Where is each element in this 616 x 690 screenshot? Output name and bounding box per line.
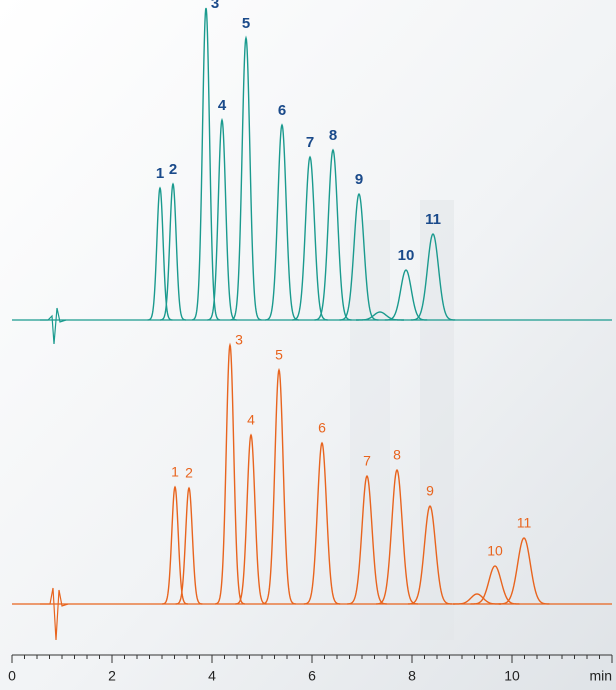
x-tick-label: 0	[8, 668, 16, 684]
peak-label: 10	[398, 247, 415, 264]
peak-label: 2	[185, 465, 193, 481]
peak-label: 5	[242, 15, 250, 32]
peak	[384, 269, 428, 321]
peak-label: 4	[218, 97, 227, 114]
peak-label: 8	[393, 447, 401, 463]
peak	[292, 155, 328, 321]
peak-label: 7	[363, 453, 371, 469]
background-shape	[350, 220, 390, 640]
peak	[262, 367, 296, 605]
peak-label: 2	[169, 161, 177, 178]
peak	[147, 186, 173, 321]
x-tick-label: 10	[504, 668, 520, 684]
x-tick-label: min	[589, 668, 612, 684]
peak-label: 7	[306, 134, 314, 151]
peak	[453, 593, 501, 605]
peak	[207, 117, 237, 321]
background-shape	[420, 200, 454, 640]
peak	[230, 35, 262, 321]
peak-label: 6	[318, 420, 326, 436]
peak	[265, 123, 299, 321]
peak	[376, 468, 418, 605]
peak	[470, 565, 520, 605]
x-tick-label: 2	[108, 668, 116, 684]
peak	[407, 505, 453, 605]
peak	[356, 311, 404, 321]
peak	[314, 148, 352, 321]
peak-label: 8	[329, 127, 337, 144]
peak-label: 5	[275, 347, 283, 363]
peak-label: 3	[211, 0, 219, 12]
peak-label: 4	[247, 412, 255, 428]
peak	[162, 485, 188, 605]
peak	[347, 474, 387, 605]
peak	[235, 433, 267, 605]
peak	[215, 342, 245, 605]
peak	[191, 7, 221, 321]
peak	[498, 537, 550, 605]
peak	[175, 486, 203, 605]
x-tick-label: 8	[408, 668, 416, 684]
peak-label: 3	[235, 332, 243, 348]
peak-label: 1	[171, 464, 179, 480]
peak-label: 6	[278, 102, 286, 119]
peak	[160, 182, 186, 321]
peak-label: 10	[487, 543, 503, 559]
peak	[410, 233, 456, 321]
x-tick-label: 6	[308, 668, 316, 684]
x-tick-label: 4	[208, 668, 216, 684]
peak-label: 9	[355, 171, 363, 188]
peak-label: 1	[156, 165, 164, 182]
peak-label: 11	[425, 211, 441, 228]
peak	[303, 441, 341, 605]
peak-label: 9	[426, 483, 434, 499]
peak-label: 11	[517, 515, 532, 531]
